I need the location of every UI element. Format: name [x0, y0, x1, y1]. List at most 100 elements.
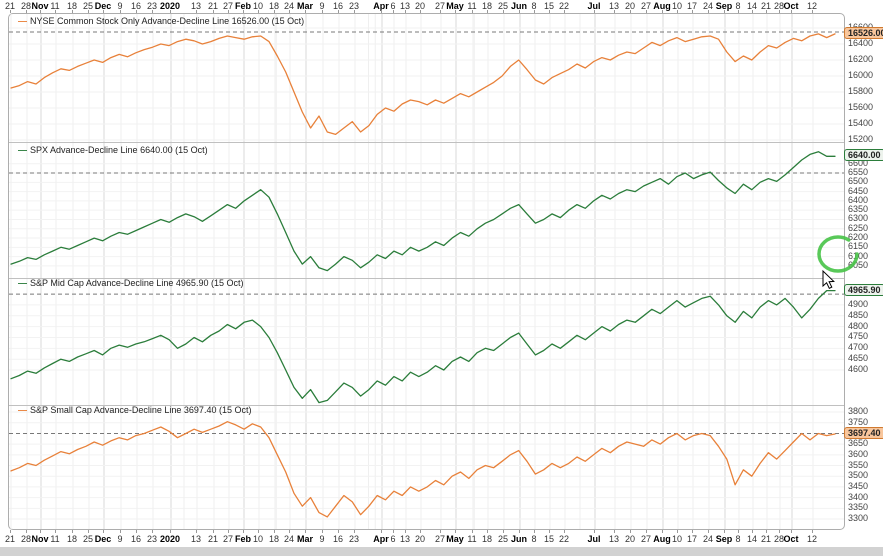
date-tick-mark: [455, 530, 456, 533]
date-tick-mark: [55, 530, 56, 533]
series-line-sp-smallcap-ad[interactable]: [10, 421, 836, 518]
date-tick-label: May: [446, 534, 464, 544]
plot-area[interactable]: [8, 13, 845, 530]
date-tick-mark: [472, 10, 473, 13]
date-tick-label: 13: [608, 1, 620, 11]
price-tick-label: 6550: [848, 167, 869, 178]
price-tick-label: 3450: [848, 480, 869, 491]
price-tick-label: 3600: [848, 448, 869, 459]
date-tick-label: 24: [702, 1, 714, 11]
date-tick-label: 27: [434, 534, 446, 544]
date-tick-label: 21: [207, 1, 219, 11]
date-tick-mark: [677, 10, 678, 13]
date-tick-mark: [472, 530, 473, 533]
date-tick-label: 20: [414, 534, 426, 544]
date-tick-label: 2020: [159, 534, 181, 544]
date-tick-mark: [677, 530, 678, 533]
date-tick-mark: [322, 10, 323, 13]
date-tick-mark: [305, 530, 306, 533]
series-line-spx-ad[interactable]: [10, 151, 836, 272]
date-tick-mark: [503, 530, 504, 533]
date-tick-mark: [354, 10, 355, 13]
date-tick-mark: [120, 530, 121, 533]
legend-smallcap-ad-line: — S&P Small Cap Advance-Decline Line 3697…: [18, 405, 251, 415]
date-tick-mark: [766, 10, 767, 13]
date-tick-label: Sep: [715, 1, 733, 11]
date-tick-label: 8: [531, 534, 537, 544]
price-tick-label: 3400: [848, 491, 869, 502]
date-tick-mark: [738, 10, 739, 13]
date-tick-mark: [708, 10, 709, 13]
date-tick-label: 16: [332, 1, 344, 11]
date-tick-label: 23: [348, 1, 360, 11]
legend-line-swatch: —: [18, 278, 27, 288]
series-line-sp-midcap-ad[interactable]: [10, 289, 836, 404]
date-tick-label: 28: [20, 534, 32, 544]
price-tick-label: 15400: [848, 118, 874, 128]
date-tick-mark: [630, 530, 631, 533]
date-tick-label: Aug: [653, 1, 671, 11]
last-price-badge-sp-smallcap-ad: 3697.40: [844, 427, 883, 439]
date-tick-label: 21: [207, 534, 219, 544]
price-tick-label: 3500: [848, 470, 869, 481]
price-tick-label: 15800: [848, 86, 874, 96]
legend-line-swatch: —: [18, 405, 27, 415]
bottom-gray-band: [0, 547, 883, 556]
price-tick-label: 6350: [848, 204, 869, 215]
date-tick-mark: [72, 10, 73, 13]
date-tick-mark: [213, 10, 214, 13]
date-tick-mark: [405, 10, 406, 13]
date-tick-mark: [258, 530, 259, 533]
date-tick-label: 18: [268, 1, 280, 11]
date-tick-label: 25: [497, 1, 509, 11]
date-tick-mark: [630, 10, 631, 13]
date-tick-label: 8: [735, 1, 741, 11]
last-price-badge-sp-midcap-ad: 4965.90: [844, 283, 883, 296]
date-tick-mark: [381, 530, 382, 533]
date-tick-mark: [305, 10, 306, 13]
date-tick-mark: [564, 10, 565, 13]
date-tick-label: Oct: [783, 534, 799, 544]
price-tick-label: 6300: [848, 213, 869, 224]
date-tick-label: 20: [624, 1, 636, 11]
date-tick-label: 27: [640, 534, 652, 544]
date-tick-label: 28: [20, 1, 32, 11]
series-line-nyse-cso-ad[interactable]: [10, 33, 836, 136]
date-tick-mark: [487, 10, 488, 13]
price-tick-label: 6050: [848, 259, 869, 270]
date-tick-label: 23: [348, 534, 360, 544]
date-tick-mark: [534, 530, 535, 533]
date-tick-label: 10: [252, 534, 264, 544]
date-tick-mark: [26, 10, 27, 13]
date-tick-mark: [779, 10, 780, 13]
date-tick-label: 24: [702, 534, 714, 544]
date-tick-mark: [274, 10, 275, 13]
date-tick-label: 9: [319, 1, 325, 11]
last-price-badge-nyse-cso-ad: 16526.00: [844, 26, 883, 39]
legend-label: NYSE Common Stock Only Advance-Decline L…: [30, 16, 305, 26]
date-tick-mark: [791, 530, 792, 533]
date-tick-mark: [614, 10, 615, 13]
price-tick-label: 4800: [848, 320, 869, 331]
date-tick-label: 10: [671, 1, 683, 11]
date-tick-label: 13: [190, 534, 202, 544]
date-tick-label: 10: [252, 1, 264, 11]
price-tick-label: 6450: [848, 185, 869, 196]
date-tick-mark: [10, 530, 11, 533]
date-tick-mark: [88, 530, 89, 533]
date-tick-mark: [440, 530, 441, 533]
date-tick-label: Apr: [373, 534, 389, 544]
date-tick-mark: [487, 530, 488, 533]
price-tick-label: 3300: [848, 513, 869, 524]
date-tick-label: 18: [481, 1, 493, 11]
legend-label: S&P Mid Cap Advance-Decline Line 4965.90…: [30, 278, 244, 288]
date-tick-label: 2020: [159, 1, 181, 11]
date-tick-label: 16: [332, 534, 344, 544]
price-tick-label: 16200: [848, 54, 874, 64]
date-tick-mark: [440, 10, 441, 13]
price-tick-label: 3800: [848, 406, 869, 417]
date-tick-mark: [120, 10, 121, 13]
date-tick-mark: [170, 530, 171, 533]
bottom-date-axis: 21 28 Nov 11 18 25 Dec 9 16 23 2020 13 21 27 Feb 10 18 24…: [0, 530, 883, 546]
date-tick-mark: [289, 10, 290, 13]
